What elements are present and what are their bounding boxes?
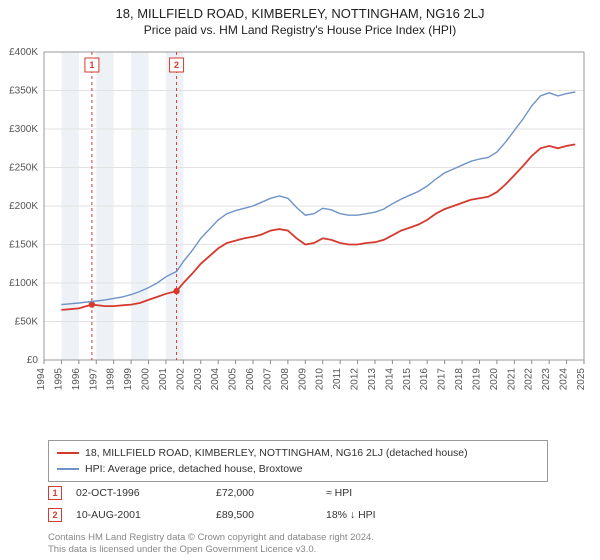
svg-text:£350K: £350K	[9, 86, 38, 97]
svg-text:2013: 2013	[367, 368, 378, 391]
attribution-line1: Contains HM Land Registry data © Crown c…	[48, 532, 568, 544]
chart-svg: £0£50K£100K£150K£200K£250K£300K£350K£400…	[44, 48, 584, 388]
svg-text:2005: 2005	[228, 368, 239, 391]
svg-text:£250K: £250K	[9, 163, 38, 174]
sale-date-2: 10-AUG-2001	[76, 509, 216, 521]
svg-text:£0: £0	[27, 355, 39, 366]
svg-text:2019: 2019	[471, 368, 482, 391]
svg-text:2018: 2018	[454, 368, 465, 391]
svg-text:1997: 1997	[88, 368, 99, 391]
attribution-line2: This data is licensed under the Open Gov…	[48, 544, 568, 556]
sale-date-1: 02-OCT-1996	[76, 487, 216, 499]
svg-text:£150K: £150K	[9, 240, 38, 251]
svg-text:2008: 2008	[280, 368, 291, 391]
svg-text:2010: 2010	[315, 368, 326, 391]
sale-marker-2: 2	[48, 508, 62, 522]
svg-text:2015: 2015	[402, 368, 413, 391]
svg-text:2024: 2024	[559, 368, 570, 391]
svg-text:2017: 2017	[437, 368, 448, 391]
legend-box: 18, MILLFIELD ROAD, KIMBERLEY, NOTTINGHA…	[48, 440, 548, 482]
sales-row-1: 1 02-OCT-1996 £72,000 ≈ HPI	[48, 482, 446, 504]
svg-text:1999: 1999	[123, 368, 134, 391]
svg-text:1996: 1996	[71, 368, 82, 391]
legend-label-hpi: HPI: Average price, detached house, Brox…	[85, 463, 303, 475]
svg-text:1: 1	[89, 60, 94, 70]
legend-swatch-property	[57, 452, 79, 454]
sale-delta-1: ≈ HPI	[326, 487, 446, 499]
svg-text:2002: 2002	[175, 368, 186, 391]
svg-text:2020: 2020	[489, 368, 500, 391]
sale-price-1: £72,000	[216, 487, 326, 499]
legend-row-property: 18, MILLFIELD ROAD, KIMBERLEY, NOTTINGHA…	[57, 445, 539, 461]
sales-row-2: 2 10-AUG-2001 £89,500 18% ↓ HPI	[48, 504, 446, 526]
svg-text:1995: 1995	[53, 368, 64, 391]
sale-marker-1: 1	[48, 486, 62, 500]
svg-text:2012: 2012	[350, 368, 361, 391]
svg-text:£300K: £300K	[9, 124, 38, 135]
svg-text:2023: 2023	[541, 368, 552, 391]
svg-text:2: 2	[174, 60, 179, 70]
svg-text:£400K: £400K	[9, 47, 38, 58]
svg-text:2009: 2009	[297, 368, 308, 391]
svg-text:2022: 2022	[524, 368, 535, 391]
svg-text:1994: 1994	[36, 368, 47, 391]
svg-text:2014: 2014	[384, 368, 395, 391]
chart-title: 18, MILLFIELD ROAD, KIMBERLEY, NOTTINGHA…	[0, 6, 600, 21]
svg-text:£50K: £50K	[15, 317, 39, 328]
svg-text:2011: 2011	[332, 368, 343, 390]
svg-text:1998: 1998	[106, 368, 117, 391]
sale-delta-2: 18% ↓ HPI	[326, 509, 446, 521]
legend-label-property: 18, MILLFIELD ROAD, KIMBERLEY, NOTTINGHA…	[85, 447, 468, 459]
svg-text:2000: 2000	[141, 368, 152, 391]
legend-row-hpi: HPI: Average price, detached house, Brox…	[57, 461, 539, 477]
legend-swatch-hpi	[57, 468, 79, 470]
svg-text:2004: 2004	[210, 368, 221, 391]
plot-area: £0£50K£100K£150K£200K£250K£300K£350K£400…	[44, 48, 584, 388]
title-block: 18, MILLFIELD ROAD, KIMBERLEY, NOTTINGHA…	[0, 0, 600, 37]
svg-text:2021: 2021	[506, 368, 517, 391]
svg-text:£200K: £200K	[9, 201, 38, 212]
attribution: Contains HM Land Registry data © Crown c…	[48, 532, 568, 556]
svg-text:2007: 2007	[262, 368, 273, 391]
svg-text:2006: 2006	[245, 368, 256, 391]
svg-text:2001: 2001	[158, 368, 169, 391]
svg-text:2003: 2003	[193, 368, 204, 391]
sale-price-2: £89,500	[216, 509, 326, 521]
svg-text:2016: 2016	[419, 368, 430, 391]
svg-text:£100K: £100K	[9, 278, 38, 289]
svg-text:2025: 2025	[576, 368, 587, 391]
sales-table: 1 02-OCT-1996 £72,000 ≈ HPI 2 10-AUG-200…	[48, 482, 446, 526]
chart-subtitle: Price paid vs. HM Land Registry's House …	[0, 23, 600, 37]
